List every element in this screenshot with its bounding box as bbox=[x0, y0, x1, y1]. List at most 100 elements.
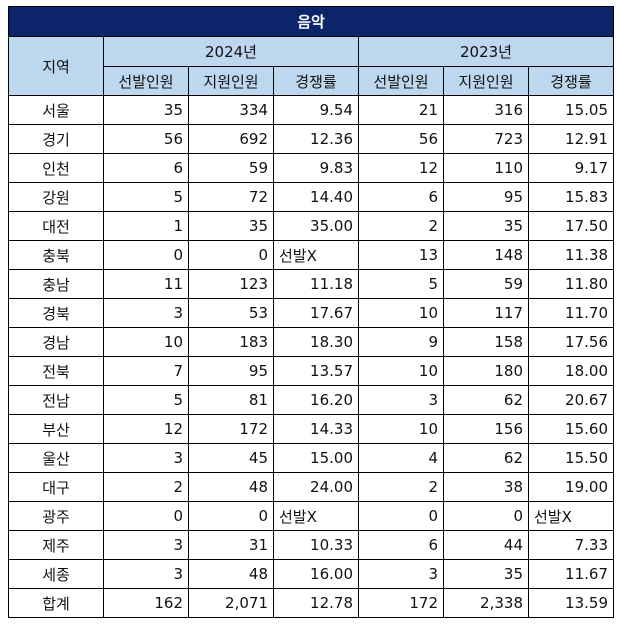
applicant-count-2023: 158 bbox=[443, 327, 529, 357]
region-name: 경북 bbox=[8, 298, 104, 328]
table-body: 서울 35 334 9.54 21 316 15.05 경기 56 692 12.36 56 723 12… bbox=[8, 95, 614, 618]
region-name: 부산 bbox=[8, 414, 104, 444]
competition-ratio-2023: 15.60 bbox=[528, 414, 614, 444]
applicant-count-2023: 62 bbox=[443, 443, 529, 473]
competition-ratio-2024: 9.54 bbox=[273, 95, 359, 125]
region-name: 인천 bbox=[8, 153, 104, 183]
applicant-count-2024: 53 bbox=[188, 298, 274, 328]
competition-ratio-2024: 35.00 bbox=[273, 211, 359, 241]
applicant-count-2024: 123 bbox=[188, 269, 274, 299]
competition-ratio-2024: 9.83 bbox=[273, 153, 359, 183]
applicant-count-2024: 692 bbox=[188, 124, 274, 154]
competition-ratio-2023: 13.59 bbox=[528, 588, 614, 618]
table-row: 세종 3 48 16.00 3 35 11.67 bbox=[8, 559, 614, 589]
applicant-count-2023: 148 bbox=[443, 240, 529, 270]
region-name: 대전 bbox=[8, 211, 104, 241]
competition-ratio-2023: 17.56 bbox=[528, 327, 614, 357]
applicant-count-2023: 110 bbox=[443, 153, 529, 183]
selected-count-2023: 2 bbox=[358, 472, 444, 502]
applicant-count-2024: 59 bbox=[188, 153, 274, 183]
competition-ratio-2024: 15.00 bbox=[273, 443, 359, 473]
title-row: 음악 bbox=[8, 6, 614, 37]
selected-count-2023: 56 bbox=[358, 124, 444, 154]
selected-count-2024: 3 bbox=[103, 559, 189, 589]
region-name: 서울 bbox=[8, 95, 104, 125]
region-name: 세종 bbox=[8, 559, 104, 589]
selected-count-2024: 0 bbox=[103, 501, 189, 531]
selected-count-2023: 3 bbox=[358, 559, 444, 589]
competition-ratio-2023: 19.00 bbox=[528, 472, 614, 502]
competition-ratio-2024: 12.36 bbox=[273, 124, 359, 154]
competition-ratio-2023: 15.83 bbox=[528, 182, 614, 212]
competition-ratio-2024: 13.57 bbox=[273, 356, 359, 386]
applicant-count-2023: 117 bbox=[443, 298, 529, 328]
table-row: 충북 0 0 선발X 13 148 11.38 bbox=[8, 240, 614, 270]
music-competition-table: 음악 지역 2024년 2023년 선발인원 지원인원 경쟁률 선발인원 지원인… bbox=[8, 6, 614, 618]
competition-ratio-2023: 7.33 bbox=[528, 530, 614, 560]
table-row: 울산 3 45 15.00 4 62 15.50 bbox=[8, 443, 614, 473]
competition-ratio-2023: 20.67 bbox=[528, 385, 614, 415]
competition-ratio-2023: 15.05 bbox=[528, 95, 614, 125]
selected-count-2023: 10 bbox=[358, 414, 444, 444]
competition-ratio-2023: 18.00 bbox=[528, 356, 614, 386]
applicant-count-2024: 172 bbox=[188, 414, 274, 444]
selected-count-2024: 2 bbox=[103, 472, 189, 502]
region-name: 경남 bbox=[8, 327, 104, 357]
region-name: 합계 bbox=[8, 588, 104, 618]
selected-count-2024: 5 bbox=[103, 385, 189, 415]
table-row: 광주 0 0 선발X 0 0 선발X bbox=[8, 501, 614, 531]
selected-count-2024: 10 bbox=[103, 327, 189, 357]
selected-count-2023: 5 bbox=[358, 269, 444, 299]
selected-count-2023: 2 bbox=[358, 211, 444, 241]
selected-count-2024: 3 bbox=[103, 443, 189, 473]
competition-ratio-2024: 12.78 bbox=[273, 588, 359, 618]
applicant-count-2023: 2,338 bbox=[443, 588, 529, 618]
sub-header-ratio: 경쟁률 bbox=[528, 66, 614, 96]
region-name: 광주 bbox=[8, 501, 104, 531]
applicant-count-2023: 44 bbox=[443, 530, 529, 560]
competition-ratio-2023: 9.17 bbox=[528, 153, 614, 183]
selected-count-2023: 10 bbox=[358, 298, 444, 328]
region-name: 충남 bbox=[8, 269, 104, 299]
competition-ratio-2024: 선발X bbox=[273, 240, 359, 270]
applicant-count-2024: 48 bbox=[188, 472, 274, 502]
sub-header-applicants: 지원인원 bbox=[188, 66, 274, 96]
table-row: 제주 3 31 10.33 6 44 7.33 bbox=[8, 530, 614, 560]
competition-ratio-2023: 17.50 bbox=[528, 211, 614, 241]
sub-header-selected: 선발인원 bbox=[358, 66, 444, 96]
selected-count-2024: 35 bbox=[103, 95, 189, 125]
selected-count-2024: 3 bbox=[103, 298, 189, 328]
table-row: 전남 5 81 16.20 3 62 20.67 bbox=[8, 385, 614, 415]
competition-ratio-2024: 17.67 bbox=[273, 298, 359, 328]
competition-ratio-2023: 11.67 bbox=[528, 559, 614, 589]
selected-count-2024: 162 bbox=[103, 588, 189, 618]
table-row: 부산 12 172 14.33 10 156 15.60 bbox=[8, 414, 614, 444]
year-header-row: 지역 2024년 2023년 bbox=[8, 36, 614, 96]
sub-header-row: 선발인원 지원인원 경쟁률 선발인원 지원인원 경쟁률 bbox=[9, 66, 614, 96]
sub-header-selected: 선발인원 bbox=[103, 66, 189, 96]
year-header-2023: 2023년 bbox=[358, 36, 614, 67]
table-row: 강원 5 72 14.40 6 95 15.83 bbox=[8, 182, 614, 212]
table-row: 대구 2 48 24.00 2 38 19.00 bbox=[8, 472, 614, 502]
applicant-count-2024: 45 bbox=[188, 443, 274, 473]
applicant-count-2023: 723 bbox=[443, 124, 529, 154]
selected-count-2024: 56 bbox=[103, 124, 189, 154]
competition-ratio-2024: 16.00 bbox=[273, 559, 359, 589]
sub-header-ratio: 경쟁률 bbox=[273, 66, 359, 96]
selected-count-2023: 10 bbox=[358, 356, 444, 386]
applicant-count-2023: 35 bbox=[443, 211, 529, 241]
selected-count-2023: 172 bbox=[358, 588, 444, 618]
year-header-2024: 2024년 bbox=[103, 36, 359, 67]
table-row: 충남 11 123 11.18 5 59 11.80 bbox=[8, 269, 614, 299]
selected-count-2023: 4 bbox=[358, 443, 444, 473]
selected-count-2024: 12 bbox=[103, 414, 189, 444]
applicant-count-2023: 35 bbox=[443, 559, 529, 589]
region-name: 강원 bbox=[8, 182, 104, 212]
applicant-count-2023: 62 bbox=[443, 385, 529, 415]
table-row: 전북 7 95 13.57 10 180 18.00 bbox=[8, 356, 614, 386]
competition-ratio-2023: 15.50 bbox=[528, 443, 614, 473]
table-row: 합계 162 2,071 12.78 172 2,338 13.59 bbox=[8, 588, 614, 618]
selected-count-2024: 1 bbox=[103, 211, 189, 241]
competition-ratio-2023: 선발X bbox=[528, 501, 614, 531]
competition-ratio-2023: 12.91 bbox=[528, 124, 614, 154]
